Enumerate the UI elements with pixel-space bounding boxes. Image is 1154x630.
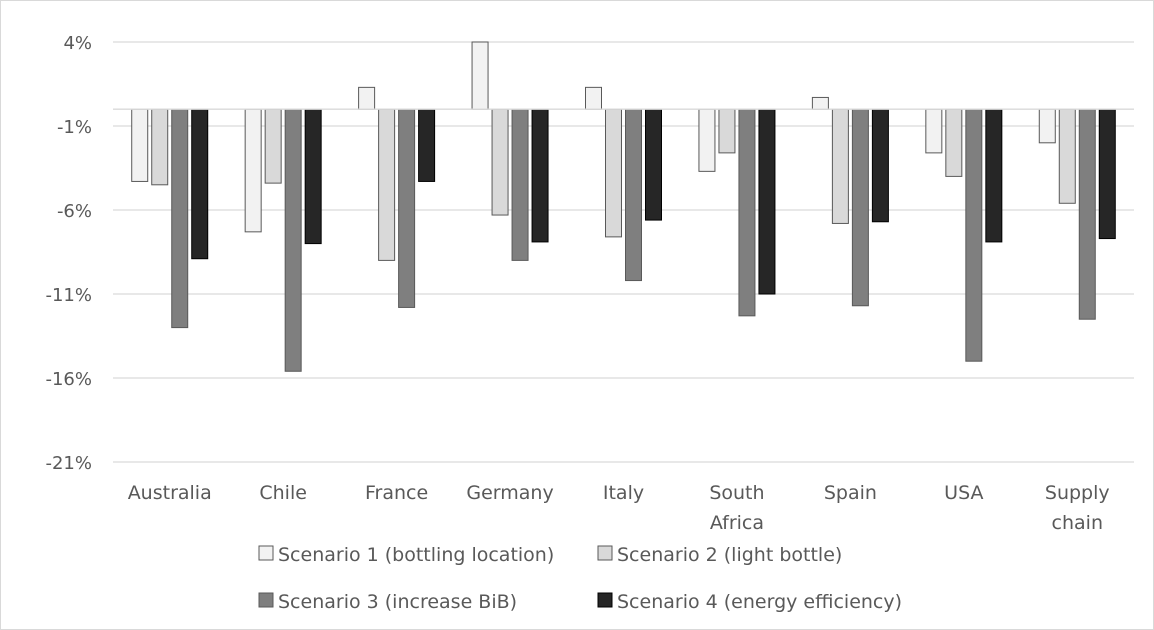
bar-series-2: [1058, 108, 1076, 204]
bar-series-3: [284, 108, 302, 372]
x-tick-label: Spain: [824, 482, 877, 504]
bar-series-4: [304, 108, 322, 245]
bar-series-4: [191, 108, 209, 260]
x-tick-label: France: [365, 482, 428, 504]
bar-series-2: [491, 108, 509, 216]
bar-series-2: [605, 108, 622, 238]
legend-label: Scenario 3 (increase BiB): [278, 591, 517, 613]
y-tick-label: 4%: [63, 33, 92, 54]
x-tick-label: USA: [944, 482, 983, 504]
legend-swatch: [258, 545, 274, 561]
bar-series-1: [585, 86, 602, 110]
bar-series-3: [171, 108, 189, 329]
bar-series-2: [945, 108, 963, 177]
legend: Scenario 1 (bottling location) Scenario 2…: [258, 544, 902, 613]
x-tick-label: chain: [1052, 512, 1103, 534]
x-tick-label: Italy: [603, 482, 644, 504]
bar-series-1: [811, 96, 829, 110]
bar-series-2: [831, 108, 849, 224]
x-tick-label: Chile: [259, 482, 307, 504]
legend-swatch: [597, 592, 613, 608]
bar-series-1: [1038, 108, 1056, 144]
bar-series-3: [398, 108, 416, 308]
bar-series-2: [718, 108, 736, 154]
bar-series-3: [1078, 108, 1096, 320]
bar-series-4: [531, 108, 549, 243]
bar-series-4: [871, 108, 889, 223]
bar-series-4: [985, 108, 1003, 243]
x-tick-label: Germany: [466, 482, 553, 504]
bar-series-1: [698, 108, 716, 172]
bar-series-2: [264, 108, 282, 184]
bar-series-4: [758, 108, 776, 295]
bar-series-1: [925, 108, 943, 154]
x-tick-label: Australia: [128, 482, 212, 504]
bar-series-1: [358, 86, 376, 110]
bar-series-3: [625, 108, 642, 282]
bar-series-1: [244, 108, 262, 233]
legend-swatch: [258, 592, 274, 608]
legend-swatch: [597, 545, 613, 561]
bar-series-2: [151, 108, 169, 186]
legend-label: Scenario 1 (bottling location): [278, 544, 554, 566]
y-tick-label: -21%: [45, 453, 92, 474]
x-tick-label: Supply: [1045, 482, 1110, 504]
bars: [131, 41, 1116, 372]
legend-label: Scenario 4 (energy efficiency): [617, 591, 902, 613]
x-tick-label: South: [709, 482, 764, 504]
y-tick-label: -16%: [45, 369, 92, 390]
y-tick-label: -6%: [57, 201, 92, 222]
bar-series-3: [511, 108, 529, 261]
y-tick-label: -11%: [45, 285, 92, 306]
x-tick-label: Africa: [710, 512, 764, 534]
bar-series-3: [738, 108, 756, 317]
legend-label: Scenario 2 (light bottle): [617, 544, 842, 566]
y-axis-labels: 4% -1% -6% -11% -16% -21%: [45, 33, 92, 474]
bar-series-3: [965, 108, 983, 362]
bar-series-4: [1098, 108, 1116, 240]
bar-series-1: [131, 108, 149, 182]
gridlines: [113, 41, 1134, 463]
bar-series-4: [418, 108, 436, 182]
bar-series-1: [471, 41, 489, 110]
y-tick-label: -1%: [57, 117, 92, 138]
bar-series-3: [851, 108, 869, 307]
bar-series-2: [378, 108, 396, 261]
x-axis-labels: Australia Chile France Germany Italy South Afr…: [128, 482, 1110, 534]
bar-series-4: [645, 108, 662, 221]
